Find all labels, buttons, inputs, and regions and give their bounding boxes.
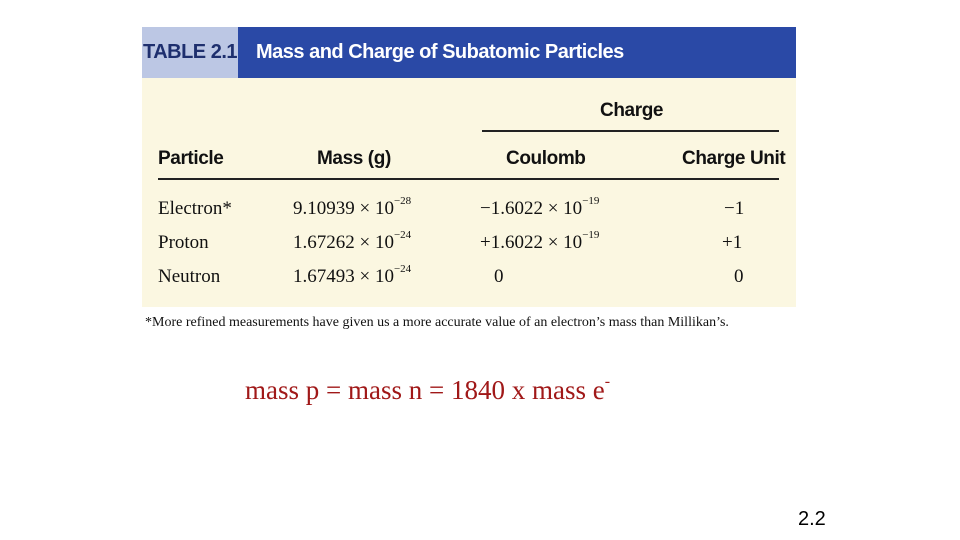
table-panel: TABLE 2.1 Mass and Charge of Subatomic P… <box>142 27 796 307</box>
column-header-charge-unit: Charge Unit <box>682 148 786 169</box>
table-row-charge-unit: 0 <box>734 266 744 287</box>
charge-group-rule <box>482 130 779 132</box>
table-number: TABLE 2.1 <box>142 27 238 78</box>
column-header-mass: Mass (g) <box>317 148 391 169</box>
table-row-charge-unit: +1 <box>722 232 743 253</box>
table-title: Mass and Charge of Subatomic Particles <box>256 41 624 63</box>
table-header: TABLE 2.1 Mass and Charge of Subatomic P… <box>142 27 796 78</box>
table-row-mass: 1.67493 × 10−24 <box>293 263 412 287</box>
charge-group-header: Charge <box>600 100 664 121</box>
table-row-mass: 9.10939 × 10−28 <box>293 195 412 219</box>
header-rule <box>158 178 779 180</box>
slide-number: 2.2 <box>798 508 826 530</box>
table-row-particle: Proton <box>158 232 209 253</box>
table-row-mass: 1.67262 × 10−24 <box>293 229 412 253</box>
column-header-particle: Particle <box>158 148 224 169</box>
table-row-particle: Neutron <box>158 266 221 287</box>
table-footnote: *More refined measurements have given us… <box>145 315 729 330</box>
table-row-coulomb: −1.6022 × 10−19 <box>480 195 600 219</box>
table-row-particle: Electron* <box>158 198 232 219</box>
column-header-coulomb: Coulomb <box>506 148 586 169</box>
mass-equation: mass p = mass n = 1840 x mass e- <box>245 373 611 405</box>
table-row-coulomb: 0 <box>494 266 504 287</box>
table-row-charge-unit: −1 <box>724 198 745 219</box>
table-row-coulomb: +1.6022 × 10−19 <box>480 229 600 253</box>
